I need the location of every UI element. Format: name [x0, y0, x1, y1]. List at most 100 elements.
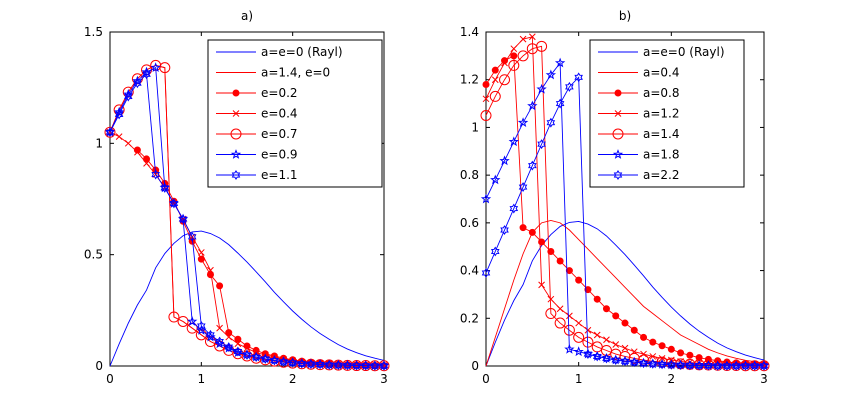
chart-panel-b: 0 1 2 300.20.40.60.811.21.4b)a=e=0 (Rayl)a=… — [460, 9, 770, 386]
x-tick-label: 3 — [380, 372, 388, 386]
data-point — [603, 336, 610, 344]
data-point — [686, 351, 694, 359]
data-point — [565, 267, 573, 275]
data-point — [658, 355, 666, 362]
data-point — [621, 319, 629, 327]
data-point — [251, 352, 261, 363]
data-point — [187, 316, 198, 326]
data-point — [361, 360, 371, 371]
data-point — [565, 81, 574, 92]
data-point — [593, 331, 601, 339]
data-point — [379, 360, 389, 371]
legend-label: e=0.7 — [261, 127, 298, 141]
data-point — [489, 90, 501, 102]
data-point — [510, 45, 518, 53]
series-line — [109, 73, 384, 367]
data-point — [685, 360, 695, 371]
y-tick-label: 0.4 — [460, 264, 479, 278]
data-point — [508, 136, 519, 147]
legend-label: a=2.2 — [643, 168, 680, 182]
data-point — [584, 326, 592, 334]
data-point — [612, 341, 620, 348]
data-point — [499, 74, 511, 86]
y-tick-label: 1 — [471, 120, 479, 134]
y-tick-label: 1.2 — [460, 73, 479, 87]
data-point — [704, 360, 713, 371]
data-point — [216, 282, 224, 290]
data-point — [546, 117, 556, 128]
data-point — [647, 355, 659, 367]
data-point — [555, 98, 565, 109]
x-tick-label: 0 — [106, 372, 114, 386]
data-point — [574, 72, 583, 83]
data-point — [694, 360, 704, 371]
series-line — [485, 220, 765, 367]
data-point — [481, 268, 491, 278]
legend-marker — [612, 128, 624, 140]
legend-marker — [230, 128, 242, 140]
data-point — [160, 182, 170, 193]
data-point — [566, 312, 573, 320]
legend-marker — [231, 170, 241, 180]
data-point — [334, 360, 343, 371]
data-point — [114, 109, 124, 120]
x-tick-label: 1 — [575, 372, 583, 386]
data-point — [575, 276, 583, 284]
data-point — [143, 155, 151, 163]
data-point — [234, 335, 242, 343]
series-0 — [485, 220, 765, 367]
data-point — [279, 356, 288, 367]
data-point — [741, 360, 750, 371]
data-point — [640, 333, 648, 341]
data-point — [123, 91, 133, 102]
data-point — [759, 360, 769, 371]
data-point — [105, 127, 115, 138]
data-point — [297, 358, 307, 369]
legend-marker — [230, 149, 242, 159]
data-point — [640, 350, 647, 358]
data-point — [225, 329, 233, 337]
data-point — [528, 33, 536, 41]
data-point — [224, 342, 234, 353]
data-point — [151, 169, 160, 180]
data-point — [306, 359, 316, 369]
data-point — [197, 249, 205, 256]
data-point — [216, 324, 223, 332]
legend-marker — [232, 110, 240, 117]
data-point — [527, 100, 538, 111]
legend-label: a=1.2 — [643, 107, 680, 121]
legend-label: a=0.8 — [643, 86, 680, 100]
data-point — [536, 40, 548, 52]
legend-label: e=0.2 — [261, 86, 298, 100]
data-point — [370, 360, 380, 371]
data-point — [658, 342, 666, 350]
chart-title: a) — [241, 9, 253, 23]
data-point — [159, 62, 171, 74]
data-point — [133, 146, 141, 154]
legend-label: e=1.1 — [261, 168, 298, 182]
data-point — [621, 344, 629, 352]
data-point — [491, 76, 499, 84]
x-tick-label: 0 — [482, 372, 490, 386]
x-tick-label: 2 — [289, 372, 297, 386]
data-point — [722, 360, 732, 371]
x-tick-label: 2 — [668, 372, 676, 386]
data-point — [482, 80, 490, 88]
data-point — [648, 358, 658, 369]
data-point — [519, 35, 527, 43]
legend-label: a=1.8 — [643, 148, 680, 162]
y-tick-label: 0.8 — [460, 168, 479, 182]
y-tick-label: 0 — [95, 359, 103, 373]
data-point — [288, 357, 297, 368]
data-point — [143, 160, 150, 167]
data-point — [242, 349, 252, 360]
chart-title: b) — [619, 9, 631, 23]
data-point — [629, 357, 639, 368]
data-point — [124, 139, 132, 147]
series-6 — [481, 72, 769, 371]
legend-marker — [614, 89, 622, 97]
legend-label: a=0.4 — [643, 66, 680, 80]
data-point — [657, 359, 667, 370]
data-point — [168, 311, 180, 323]
data-point — [602, 305, 610, 313]
